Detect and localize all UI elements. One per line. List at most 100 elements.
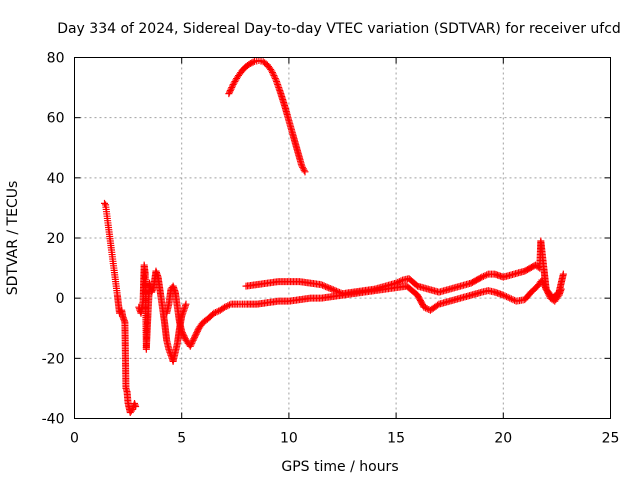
y-tick-label: -20 (42, 351, 65, 367)
data-point (182, 300, 190, 308)
x-tick-label: 10 (280, 431, 298, 447)
data-point (509, 296, 517, 304)
data-point (271, 73, 279, 81)
data-point (132, 402, 140, 410)
data-point (178, 329, 186, 337)
data-point (178, 327, 186, 335)
data-marks (101, 57, 567, 416)
x-tick-label: 5 (177, 431, 186, 447)
data-point (179, 330, 187, 338)
data-point (181, 333, 189, 341)
data-point (395, 278, 403, 286)
y-tick-label: 0 (56, 291, 65, 307)
data-point (268, 69, 276, 77)
data-point (187, 341, 195, 349)
data-point (329, 286, 337, 294)
data-point (210, 309, 218, 317)
data-point (319, 281, 327, 289)
data-point (127, 407, 135, 415)
data-point (397, 277, 405, 285)
data-point (559, 270, 567, 278)
data-point (225, 301, 233, 309)
data-point (227, 85, 235, 93)
data-point (477, 274, 485, 282)
data-point (229, 81, 237, 89)
x-tick-label: 20 (494, 431, 512, 447)
data-point (186, 342, 194, 350)
data-point (230, 79, 238, 87)
data-point (299, 165, 307, 173)
data-point (481, 272, 489, 280)
data-point (392, 279, 400, 287)
axis-ticks (74, 57, 611, 419)
data-point (226, 87, 234, 95)
data-point (326, 284, 334, 292)
data-point (420, 303, 428, 311)
x-tick-labels: 0 5 10 15 20 25 (70, 431, 619, 447)
data-point (189, 336, 197, 344)
y-tick-label: 80 (47, 51, 65, 67)
data-point (193, 327, 201, 335)
data-point (328, 285, 336, 293)
data-point (506, 294, 514, 302)
data-point (483, 271, 491, 279)
series-arc (225, 57, 309, 176)
chart-title: Day 334 of 2024, Sidereal Day-to-day VTE… (57, 21, 621, 37)
data-point (225, 90, 233, 98)
data-point (188, 339, 196, 347)
y-tick-label: 40 (47, 171, 65, 187)
data-point (211, 308, 219, 316)
data-point (325, 284, 333, 292)
data-point (504, 293, 512, 301)
data-point (224, 302, 232, 310)
data-point (499, 291, 507, 299)
data-point (188, 338, 196, 346)
data-point (478, 273, 486, 281)
data-point (249, 58, 257, 66)
data-point (228, 82, 236, 90)
data-point (191, 333, 199, 341)
x-tick-label: 0 (70, 431, 79, 447)
data-point (394, 278, 402, 286)
data-point (317, 281, 325, 289)
y-axis-label: SDTVAR / TECUs (5, 181, 21, 296)
data-point (190, 335, 198, 343)
data-point (298, 162, 306, 170)
data-point (299, 163, 307, 171)
data-point (507, 295, 515, 303)
series-segment-c (242, 237, 567, 302)
data-point (332, 287, 340, 295)
x-tick-label: 15 (387, 431, 405, 447)
y-tick-labels: -40 -20 0 20 40 60 80 (42, 51, 65, 428)
data-point (479, 272, 487, 280)
series-early-outliers (101, 199, 140, 416)
data-point (271, 75, 279, 83)
data-point (323, 283, 331, 291)
data-point (222, 302, 230, 310)
data-point (101, 199, 109, 207)
data-point (320, 282, 328, 290)
data-point (226, 88, 234, 96)
data-point (334, 288, 342, 296)
data-point (301, 168, 309, 176)
data-point (231, 78, 239, 86)
data-point (193, 329, 201, 337)
data-point (213, 308, 221, 316)
data-point (269, 70, 277, 78)
y-tick-label: 60 (47, 111, 65, 127)
data-point (335, 288, 343, 296)
series-segment-a (135, 261, 190, 365)
data-point (501, 292, 509, 300)
data-point (232, 76, 240, 84)
data-point (228, 84, 236, 92)
data-point (503, 293, 511, 301)
y-tick-label: -40 (42, 412, 65, 428)
data-point (192, 330, 200, 338)
data-point (191, 332, 199, 340)
y-tick-label: 20 (47, 231, 65, 247)
data-point (331, 286, 339, 294)
data-point (268, 67, 276, 75)
data-point (422, 304, 430, 312)
grid-lines (74, 57, 611, 419)
